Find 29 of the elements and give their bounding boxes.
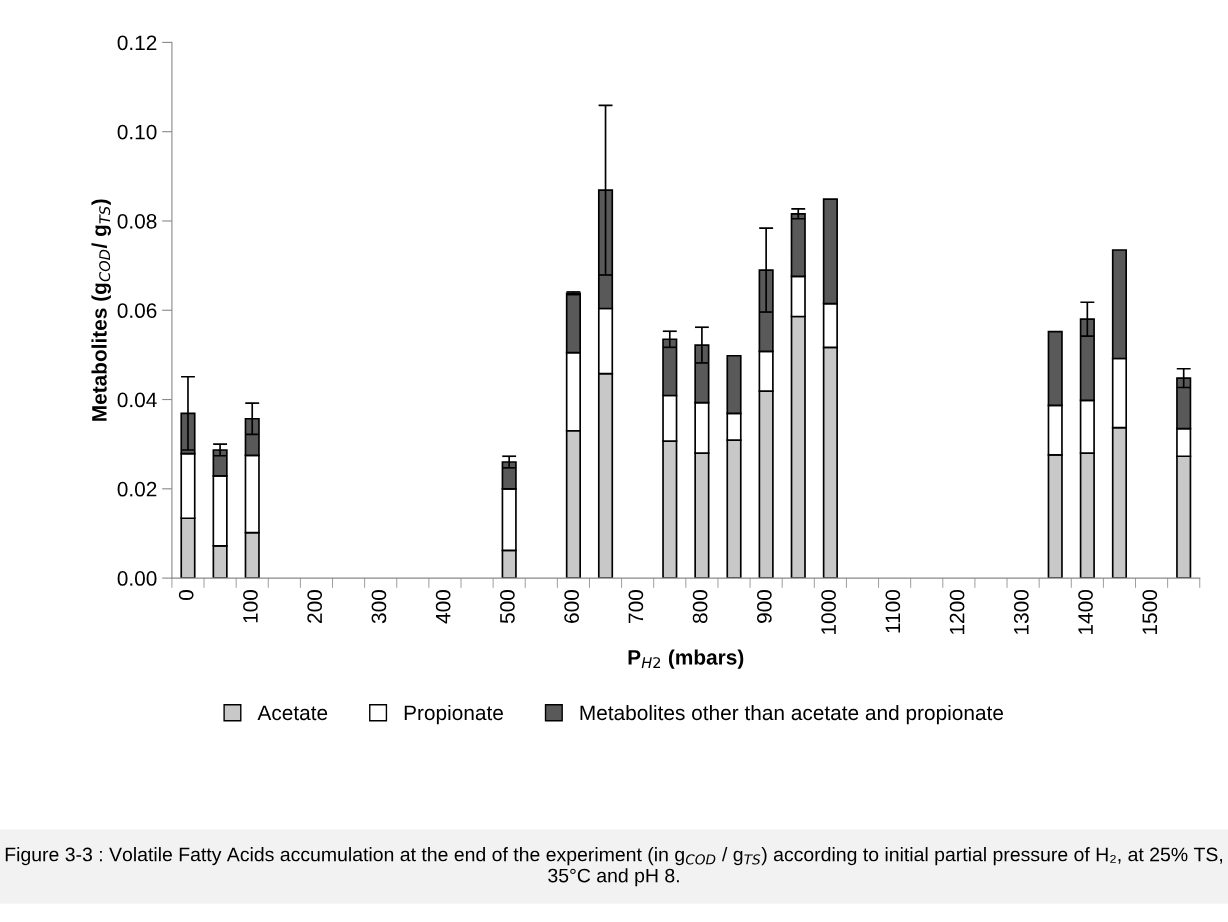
legend-label: Metabolites other than acetate and propionate (580, 704, 1003, 725)
x-axis-title: P$_{H2}$ (mbars) (628, 649, 744, 669)
legend-label: Propionate (404, 704, 503, 725)
x-tick-label: 400 (435, 590, 451, 624)
y-axis-title: Metabolites (g$_{COD}$/ g$_{TS}$) (91, 199, 111, 421)
y-tick-label: 0.00 (117, 571, 157, 586)
y-tick-label: 0.02 (117, 481, 157, 497)
y-tick-label: 0.10 (117, 124, 157, 140)
x-tick-label: 300 (371, 590, 387, 624)
y-tick-label: 0.04 (117, 392, 157, 408)
y-tick-label: 0.12 (117, 35, 157, 51)
x-tick-label: 900 (756, 590, 772, 623)
x-tick-label: 1000 (821, 590, 836, 634)
x-tick-label: 500 (500, 590, 515, 624)
text: Figure 3-3 : Volatile Fatty Acids accumulation at the end of the experiment (in g$_{COD}$ / g$_{TS}$) according to initial partial pressure of H₂, at 25% TS, 35°C and pH 8. (5, 847, 1223, 887)
legend-label: Acetate (257, 705, 328, 721)
x-tick-label: 1300 (1013, 590, 1029, 634)
x-tick-label: 0 (178, 590, 194, 600)
y-tick-label: 0.06 (117, 303, 157, 319)
x-tick-label: 1100 (885, 590, 901, 633)
x-tick-label: 800 (692, 590, 708, 624)
x-tick-label: 100 (243, 590, 258, 623)
y-tick-label: 0.08 (117, 213, 157, 229)
x-tick-label: 200 (307, 590, 323, 623)
x-tick-label: 1200 (949, 590, 965, 634)
x-tick-label: 700 (628, 590, 644, 623)
x-tick-label: 1500 (1142, 590, 1158, 634)
x-tick-label: 1400 (1078, 590, 1093, 634)
x-tick-label: 600 (564, 590, 580, 623)
